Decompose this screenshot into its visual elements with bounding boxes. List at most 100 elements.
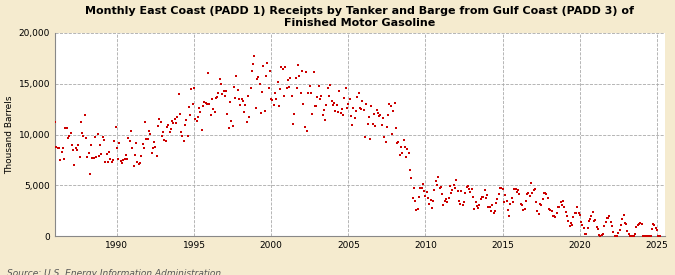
Point bbox=[577, 222, 588, 227]
Point bbox=[591, 225, 602, 229]
Point bbox=[634, 222, 645, 226]
Point bbox=[627, 234, 638, 238]
Point bbox=[315, 97, 325, 101]
Point bbox=[360, 135, 371, 140]
Point bbox=[327, 103, 338, 108]
Point bbox=[172, 115, 183, 119]
Point bbox=[450, 186, 460, 191]
Point bbox=[51, 145, 62, 149]
Point bbox=[501, 199, 512, 203]
Point bbox=[564, 224, 575, 228]
Point bbox=[614, 228, 625, 232]
Point bbox=[109, 138, 119, 143]
Point bbox=[103, 160, 113, 164]
Point bbox=[138, 146, 149, 150]
Point bbox=[352, 95, 362, 99]
Point bbox=[292, 86, 302, 90]
Point bbox=[299, 125, 310, 129]
Point bbox=[489, 209, 500, 213]
Point bbox=[118, 157, 129, 162]
Point bbox=[643, 234, 653, 238]
Point bbox=[91, 154, 102, 159]
Point bbox=[148, 140, 159, 145]
Point bbox=[469, 207, 480, 211]
Point bbox=[589, 218, 599, 223]
Point bbox=[454, 199, 464, 204]
Point bbox=[599, 224, 610, 228]
Point bbox=[654, 234, 665, 238]
Point bbox=[397, 151, 408, 156]
Point bbox=[321, 102, 332, 107]
Point bbox=[195, 109, 206, 114]
Point bbox=[215, 81, 226, 86]
Point bbox=[191, 119, 202, 123]
Point bbox=[526, 181, 537, 186]
Point bbox=[586, 214, 597, 218]
Point bbox=[559, 205, 570, 210]
Point bbox=[303, 91, 314, 96]
Point bbox=[357, 99, 368, 103]
Point bbox=[506, 196, 517, 200]
Point bbox=[174, 112, 185, 116]
Point bbox=[492, 197, 503, 202]
Point bbox=[373, 111, 383, 115]
Point bbox=[438, 203, 449, 207]
Point bbox=[581, 232, 592, 236]
Point bbox=[404, 168, 415, 173]
Point bbox=[55, 158, 65, 163]
Point bbox=[262, 61, 273, 65]
Point bbox=[478, 194, 489, 199]
Point bbox=[651, 228, 662, 232]
Point bbox=[418, 189, 429, 194]
Point bbox=[157, 134, 167, 138]
Point bbox=[259, 109, 270, 113]
Point bbox=[555, 200, 566, 205]
Point bbox=[388, 109, 399, 114]
Point bbox=[310, 104, 321, 109]
Point bbox=[161, 125, 172, 130]
Point bbox=[529, 187, 540, 191]
Point bbox=[572, 205, 583, 209]
Point bbox=[431, 179, 441, 184]
Title: Monthly East Coast (PADD 1) Receipts by Tanker and Barge from Gulf Coast (PADD 3: Monthly East Coast (PADD 1) Receipts by … bbox=[85, 6, 634, 28]
Point bbox=[194, 106, 205, 110]
Point bbox=[593, 227, 603, 231]
Point bbox=[383, 113, 394, 118]
Point bbox=[613, 231, 624, 235]
Point bbox=[273, 104, 284, 108]
Point bbox=[248, 62, 259, 66]
Point bbox=[199, 100, 210, 104]
Point bbox=[524, 194, 535, 199]
Point bbox=[211, 96, 221, 100]
Point bbox=[236, 97, 247, 101]
Point bbox=[83, 150, 94, 155]
Point bbox=[77, 130, 88, 135]
Point bbox=[472, 204, 483, 208]
Point bbox=[209, 110, 220, 114]
Point bbox=[443, 196, 454, 200]
Point bbox=[231, 74, 242, 79]
Point bbox=[516, 203, 527, 207]
Point bbox=[335, 111, 346, 116]
Point bbox=[495, 186, 506, 191]
Point bbox=[79, 113, 90, 117]
Point bbox=[87, 156, 98, 160]
Point bbox=[331, 103, 342, 107]
Point bbox=[269, 103, 279, 107]
Point bbox=[198, 104, 209, 108]
Point bbox=[621, 222, 632, 226]
Point bbox=[343, 101, 354, 106]
Point bbox=[222, 112, 233, 116]
Point bbox=[218, 89, 229, 93]
Point bbox=[159, 138, 170, 142]
Point bbox=[573, 211, 584, 215]
Point bbox=[465, 190, 476, 194]
Point bbox=[234, 97, 244, 102]
Point bbox=[255, 111, 266, 115]
Point bbox=[50, 120, 61, 124]
Point bbox=[375, 112, 386, 117]
Point bbox=[132, 160, 143, 164]
Point bbox=[420, 194, 431, 198]
Point bbox=[190, 117, 200, 121]
Point bbox=[520, 199, 531, 204]
